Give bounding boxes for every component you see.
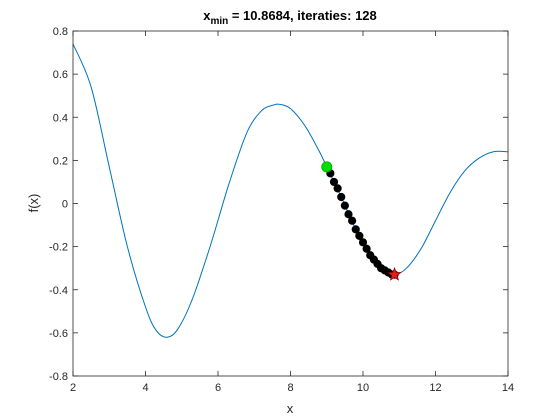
x-axis-label: x xyxy=(287,401,294,416)
x-tick-label: 4 xyxy=(142,382,148,394)
y-tick-layer: -0.8 -0.6 -0.4 -0.2 0 0.2 0.4 0.6 0.8 xyxy=(49,26,508,383)
x-tick-label: 12 xyxy=(429,382,441,394)
iteration-point xyxy=(337,192,346,202)
x-tick-label: 6 xyxy=(215,382,221,394)
iteration-point xyxy=(340,201,349,210)
x-tick-layer: 2 4 6 8 10 12 14 xyxy=(70,31,514,394)
x-tick-label: 2 xyxy=(70,382,76,394)
y-tick-label: 0.6 xyxy=(53,69,68,81)
y-tick-label: -0.8 xyxy=(49,371,68,383)
y-tick-label: -0.4 xyxy=(49,285,68,297)
y-tick-label: 0.4 xyxy=(53,112,68,124)
iteration-marker-layer xyxy=(321,161,402,281)
iteration-point xyxy=(348,216,357,225)
chart-title: xmin = 10.8684, iteraties: 128 xyxy=(203,8,377,27)
iteration-point xyxy=(344,210,353,219)
y-tick-label: -0.6 xyxy=(49,328,68,340)
title-subscript: min xyxy=(210,16,228,27)
y-tick-label: 0 xyxy=(62,199,68,211)
title-main: x xyxy=(203,8,211,23)
iteration-point xyxy=(355,231,364,240)
y-tick-label: 0.2 xyxy=(53,155,68,167)
x-tick-label: 8 xyxy=(287,382,293,394)
start-point xyxy=(321,161,333,173)
title-rest: = 10.8684, iteraties: 128 xyxy=(228,8,377,23)
iteration-point xyxy=(329,177,339,187)
plot-area xyxy=(73,31,508,376)
iteration-point xyxy=(333,184,342,193)
curve-layer xyxy=(72,43,509,338)
y-axis-label: f(x) xyxy=(26,194,41,213)
function-curve xyxy=(72,43,509,338)
x-tick-label: 10 xyxy=(357,382,369,394)
y-tick-label: -0.2 xyxy=(49,242,68,254)
iteration-point xyxy=(358,238,368,247)
iteration-point xyxy=(362,244,371,253)
minimum-star-marker xyxy=(387,267,402,281)
x-tick-label: 14 xyxy=(502,382,514,394)
y-tick-label: 0.8 xyxy=(53,26,68,38)
iteration-point xyxy=(351,225,360,234)
